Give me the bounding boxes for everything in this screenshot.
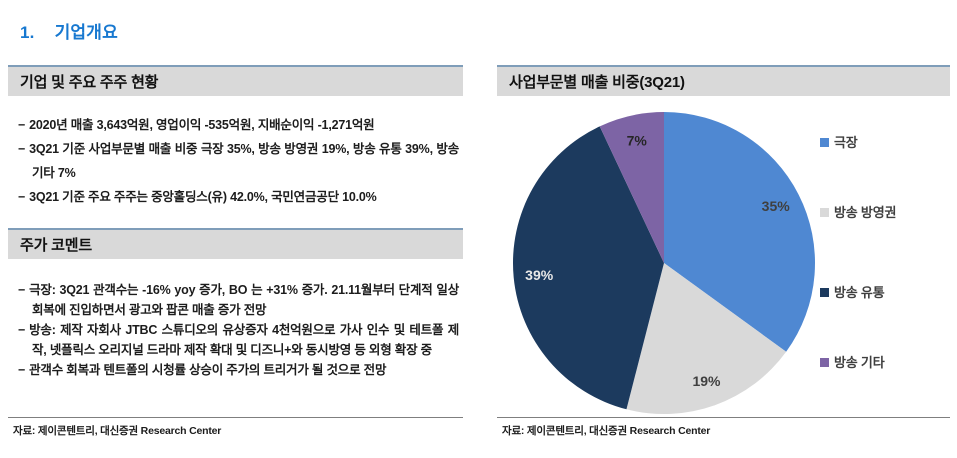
stock-comment-bullets: − 극장: 3Q21 관객수는 -16% yoy 증가, BO 는 +31% 증가… — [18, 280, 459, 380]
company-shareholders-bullets: −2020년 매출 3,643억원, 영업이익 -535억원, 지배순이익 -1… — [18, 113, 459, 209]
pie-slice-3 — [512, 126, 664, 410]
legend-item-1: 극장 — [820, 133, 858, 153]
legend-item-4: 방송 기타 — [820, 353, 885, 373]
stock-comment-header-label: 주가 코멘트 — [20, 237, 92, 254]
right-source-line: 자료: 제이콘텐트리, 대신증권 Research Center — [497, 417, 950, 438]
legend-swatch-icon — [820, 208, 829, 217]
section-number: 1. — [20, 23, 35, 42]
page-title: 1. 기업개요 — [20, 18, 118, 43]
legend-item-3: 방송 유통 — [820, 283, 885, 303]
pie-data-label: 35% — [762, 198, 791, 214]
left-source-line: 자료: 제이콘텐트리, 대신증권 Research Center — [8, 417, 463, 438]
bullet-item: − 방송: 제작 자회사 JTBC 스튜디오의 유상증자 4천억원으로 가사 인수… — [18, 320, 459, 360]
legend-swatch-icon — [820, 288, 829, 297]
bullet-marker: − — [18, 142, 26, 156]
bullet-text: 3Q21 기준 사업부문별 매출 비중 극장 35%, 방송 방영권 19%, … — [29, 142, 459, 180]
bullet-item: −2020년 매출 3,643억원, 영업이익 -535억원, 지배순이익 -1… — [18, 113, 459, 137]
bullet-text: 2020년 매출 3,643억원, 영업이익 -535억원, 지배순이익 -1,… — [29, 118, 375, 132]
bullet-text: 3Q21 기준 주요 주주는 중앙홀딩스(유) 42.0%, 국민연금공단 10… — [29, 190, 377, 204]
right-source-text: 자료: 제이콘텐트리, 대신증권 Research Center — [502, 425, 711, 437]
bullet-marker: − — [18, 283, 26, 297]
stock-comment-header: 주가 코멘트 — [8, 228, 463, 259]
left-column: 기업 및 주요 주주 현황 −2020년 매출 3,643억원, 영업이익 -5… — [8, 0, 463, 458]
legend-swatch-icon — [820, 138, 829, 147]
bullet-text: 극장: 3Q21 관객수는 -16% yoy 증가, BO 는 +31% 증가.… — [29, 283, 459, 317]
left-source-text: 자료: 제이콘텐트리, 대신증권 Research Center — [13, 425, 222, 437]
legend-label: 방송 방영권 — [834, 205, 897, 220]
bullet-item: − 극장: 3Q21 관객수는 -16% yoy 증가, BO 는 +31% 증가… — [18, 280, 459, 320]
bullet-marker: − — [18, 118, 26, 132]
bullet-marker: − — [18, 323, 26, 337]
bullet-marker: − — [18, 363, 26, 377]
bullet-text: 관객수 회복과 텐트폴의 시청률 상승이 주가의 트리거가 될 것으로 전망 — [29, 363, 387, 377]
company-shareholders-header-label: 기업 및 주요 주주 현황 — [20, 74, 159, 91]
bullet-marker: − — [18, 190, 26, 204]
legend-label: 극장 — [834, 135, 858, 150]
chart-header: 사업부문별 매출 비중(3Q21) — [497, 65, 950, 96]
legend-swatch-icon — [820, 358, 829, 367]
pie-slice-2 — [626, 263, 787, 415]
pie-data-label: 39% — [525, 267, 554, 283]
bullet-item: − 관객수 회복과 텐트폴의 시청률 상승이 주가의 트리거가 될 것으로 전망 — [18, 360, 459, 380]
pie-slice-4 — [599, 112, 664, 263]
bullet-text: 방송: 제작 자회사 JTBC 스튜디오의 유상증자 4천억원으로 가사 인수 … — [29, 323, 459, 357]
pie-data-label: 19% — [692, 373, 721, 389]
bullet-item: −3Q21 기준 사업부문별 매출 비중 극장 35%, 방송 방영권 19%,… — [18, 137, 459, 185]
company-shareholders-header: 기업 및 주요 주주 현황 — [8, 65, 463, 96]
legend-label: 방송 기타 — [834, 355, 885, 370]
chart-header-label: 사업부문별 매출 비중(3Q21) — [509, 74, 685, 91]
bullet-item: −3Q21 기준 주요 주주는 중앙홀딩스(유) 42.0%, 국민연금공단 1… — [18, 185, 459, 209]
legend-item-2: 방송 방영권 — [820, 203, 896, 223]
legend-label: 방송 유통 — [834, 285, 885, 300]
section-title: 기업개요 — [54, 23, 118, 42]
pie-data-label: 7% — [627, 133, 648, 149]
pie-chart: 35% 19% 39% 7% — [512, 112, 816, 415]
pie-slice-1 — [664, 112, 816, 352]
